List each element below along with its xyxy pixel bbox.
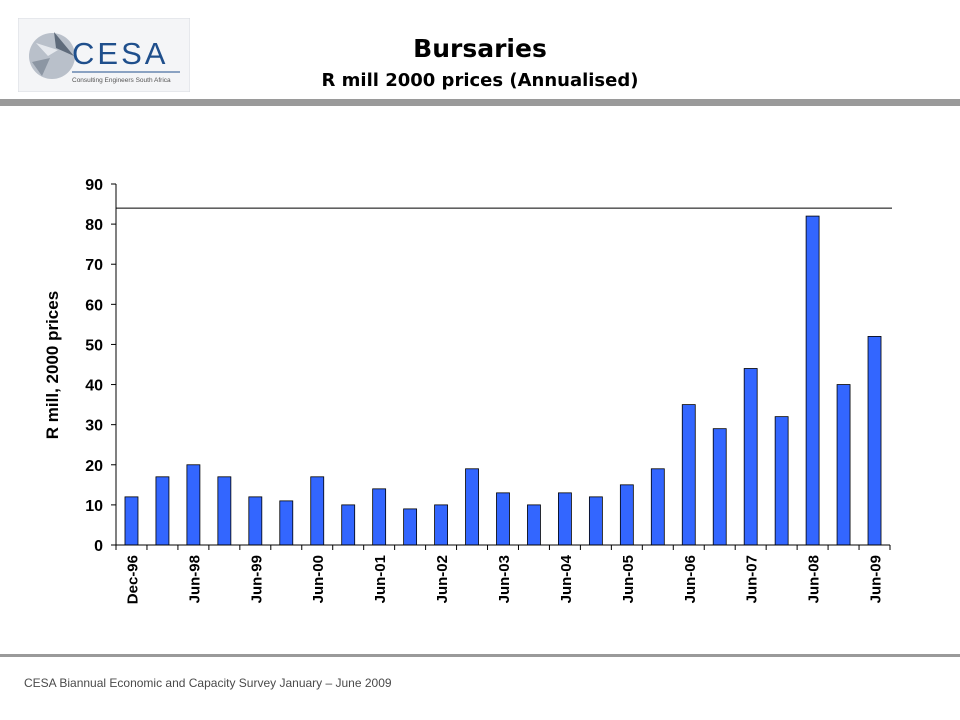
x-tick-label: Jun-08: [806, 555, 823, 603]
bar: [372, 488, 387, 546]
header-divider: [0, 99, 960, 106]
bar-series: [124, 215, 882, 546]
x-tick-label: Jun-00: [310, 555, 327, 603]
footer-divider: [0, 654, 960, 657]
y-tick-label: 60: [85, 297, 103, 314]
y-tick-label: 50: [85, 337, 103, 354]
y-axis-ticks: 0 10 20 30 40 50 60 70 80 90: [85, 177, 116, 555]
bar: [124, 496, 139, 546]
y-tick-label: 80: [85, 217, 103, 234]
bar: [217, 476, 232, 546]
bar: [558, 492, 572, 546]
y-tick-label: 0: [94, 538, 103, 555]
y-tick-label: 70: [85, 257, 103, 274]
x-tick-label: Dec-96: [124, 555, 141, 604]
bar: [681, 404, 696, 546]
x-tick-label: Jun-02: [434, 555, 451, 603]
bar: [805, 215, 820, 546]
y-tick-label: 10: [85, 498, 103, 515]
x-tick-label: Jun-07: [744, 555, 761, 603]
bar: [619, 484, 634, 546]
logo-wordmark: CESA: [72, 36, 168, 71]
bar: [836, 384, 851, 546]
x-tick-label: Jun-98: [186, 555, 203, 603]
x-tick-label: Jun-04: [558, 554, 575, 603]
y-tick-label: 20: [85, 458, 103, 475]
page-title: Bursaries: [413, 34, 547, 63]
bar: [186, 464, 201, 546]
y-tick-label: 90: [85, 177, 103, 194]
bar: [867, 336, 882, 546]
bar: [743, 368, 758, 546]
footer-text: CESA Biannual Economic and Capacity Surv…: [24, 676, 392, 690]
logo-swoosh-bottom-icon: [32, 58, 50, 76]
logo-swoosh-right-icon: [54, 32, 74, 56]
x-tick-label: Jun-06: [682, 555, 699, 603]
bar: [310, 476, 325, 546]
y-tick-label: 30: [85, 418, 103, 435]
bar: [588, 496, 603, 546]
bar: [465, 468, 479, 546]
x-tick-label: Jun-09: [868, 555, 885, 603]
bar: [650, 468, 665, 546]
bar: [712, 428, 727, 546]
bar: [155, 476, 170, 546]
x-tick-label: Jun-01: [372, 555, 389, 603]
bar: [403, 508, 418, 546]
y-tick-label: 40: [85, 378, 103, 395]
bar: [527, 504, 541, 546]
x-tick-label: Jun-99: [248, 555, 265, 603]
bar: [434, 504, 448, 546]
cesa-logo: CESA Consulting Engineers South Africa: [18, 18, 190, 92]
x-tick-label: Jun-03: [496, 555, 513, 603]
bar: [248, 496, 263, 546]
logo-swoosh-top-icon: [36, 43, 58, 56]
y-axis-label: R mill, 2000 prices: [43, 291, 62, 439]
logo-tagline: Consulting Engineers South Africa: [72, 77, 171, 84]
bar: [279, 500, 294, 546]
page-subtitle: R mill 2000 prices (Annualised): [321, 70, 639, 91]
bar: [774, 416, 789, 546]
bar: [341, 504, 356, 546]
x-tick-label: Jun-05: [620, 555, 637, 603]
x-axis-ticks: Dec-96 Jun-98 Jun-99 Jun-00 Jun-01 Jun-02 Jun-…: [115, 545, 891, 604]
bar: [496, 492, 510, 546]
